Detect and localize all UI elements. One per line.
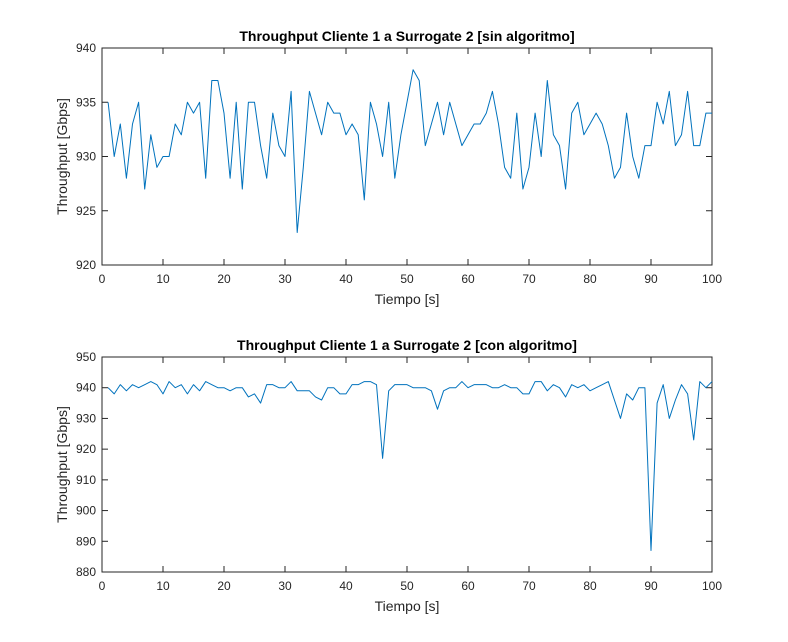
x-tick-label: 80	[583, 272, 597, 286]
x-axis-label: Tiempo [s]	[375, 291, 440, 307]
y-tick-label: 930	[76, 150, 96, 164]
y-axis-label: Throughput [Gbps]	[54, 406, 70, 523]
y-tick-label: 950	[76, 350, 96, 364]
y-tick-label: 880	[76, 565, 96, 579]
x-tick-label: 90	[644, 579, 658, 593]
y-axis-label: Throughput [Gbps]	[54, 98, 70, 215]
x-ticks: 0 10 20 30 40 50 60 70 80 90 100	[99, 48, 722, 286]
chart-title: Throughput Cliente 1 a Surrogate 2 [con …	[237, 337, 577, 353]
x-axis-label: Tiempo [s]	[375, 598, 440, 614]
series-line	[107, 69, 712, 233]
x-tick-label: 70	[522, 579, 536, 593]
y-ticks: 920 925 930 935 940	[76, 41, 712, 272]
y-tick-label: 920	[76, 442, 96, 456]
plot-con-algoritmo: Throughput Cliente 1 a Surrogate 2 [con …	[54, 337, 722, 614]
y-tick-label: 940	[76, 41, 96, 55]
y-tick-label: 910	[76, 473, 96, 487]
y-tick-label: 920	[76, 258, 96, 272]
y-tick-label: 900	[76, 504, 96, 518]
axes-frame	[101, 356, 713, 573]
plot-sin-algoritmo: Throughput Cliente 1 a Surrogate 2 [sin …	[54, 28, 722, 307]
y-tick-label: 890	[76, 534, 96, 548]
x-tick-label: 0	[99, 579, 106, 593]
x-tick-label: 70	[522, 272, 536, 286]
y-ticks: 880 890 900 910 920 930 940 950	[76, 350, 712, 579]
chart-title: Throughput Cliente 1 a Surrogate 2 [sin …	[239, 28, 574, 44]
x-tick-label: 30	[278, 272, 292, 286]
x-tick-label: 20	[217, 272, 231, 286]
x-tick-label: 90	[644, 272, 658, 286]
x-tick-label: 30	[278, 579, 292, 593]
x-tick-label: 20	[217, 579, 231, 593]
x-tick-label: 80	[583, 579, 597, 593]
y-tick-label: 940	[76, 381, 96, 395]
x-tick-label: 100	[702, 579, 722, 593]
x-tick-label: 50	[400, 272, 414, 286]
x-tick-label: 40	[339, 579, 353, 593]
x-tick-label: 10	[156, 579, 170, 593]
x-tick-label: 10	[156, 272, 170, 286]
x-tick-label: 60	[461, 579, 475, 593]
y-tick-label: 935	[76, 95, 96, 109]
x-tick-label: 100	[702, 272, 722, 286]
x-tick-label: 60	[461, 272, 475, 286]
series-line	[107, 381, 713, 551]
x-ticks: 0 10 20 30 40 50 60 70 80 90 100	[99, 357, 722, 593]
axes-frame	[101, 47, 713, 266]
y-tick-label: 925	[76, 204, 96, 218]
y-tick-label: 930	[76, 411, 96, 425]
x-tick-label: 50	[400, 579, 414, 593]
x-tick-label: 0	[99, 272, 106, 286]
x-tick-label: 40	[339, 272, 353, 286]
